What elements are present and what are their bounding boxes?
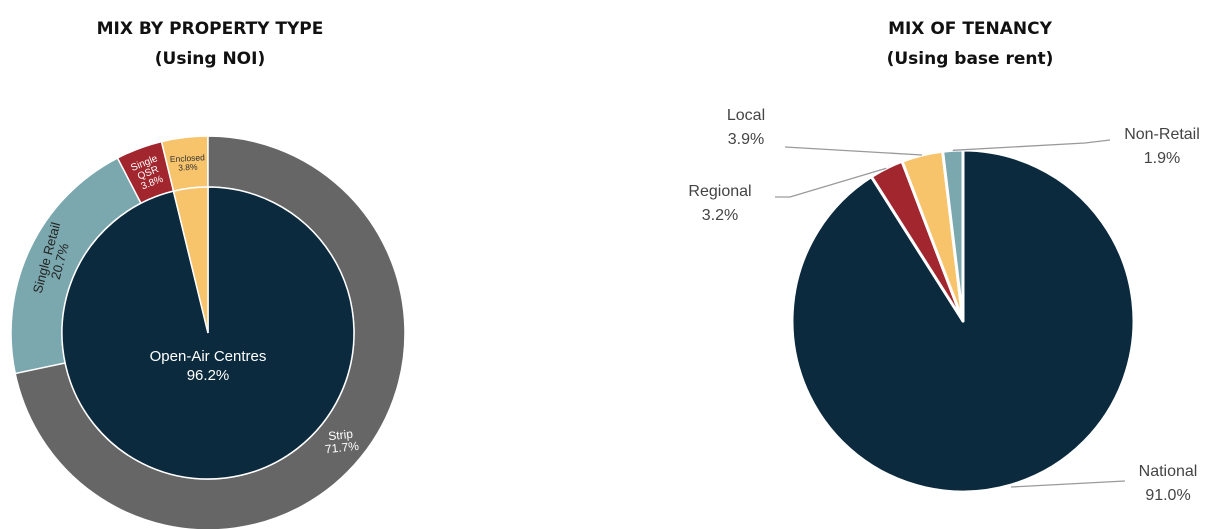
outer-label-line-strip-1: 71.7%	[324, 439, 360, 457]
right-chart-title: MIX OF TENANCY	[888, 19, 1052, 39]
outer-label-line-enclosed-0: Enclosed	[170, 152, 206, 164]
leader-line-regional	[775, 167, 887, 198]
pie-label-value-national: 91.0%	[1145, 487, 1190, 504]
leader-line-non-retail	[952, 139, 1111, 151]
left-chart-title: MIX BY PROPERTY TYPE	[96, 19, 324, 39]
inner-label-open-air-text: Open-Air Centres	[150, 348, 267, 365]
pie-slice-national	[790, 148, 1136, 494]
inner-slice-enclosed	[172, 186, 209, 334]
outer-label-enclosed: Enclosed3.8%	[170, 152, 206, 173]
pie-label-name-local: Local	[727, 107, 765, 124]
pie-label-name-regional: Regional	[688, 183, 751, 200]
pie-label-name-national: National	[1139, 463, 1198, 480]
pie-label-local: Local 3.9%	[727, 107, 765, 148]
pie-label-non-retail: Non-Retail 1.9%	[1124, 126, 1200, 167]
inner-label-open-air-centres: Open-Air Centres 96.2%	[150, 348, 267, 384]
leader-line-national	[1010, 480, 1126, 488]
pie-label-value-local: 3.9%	[728, 131, 764, 148]
outer-label-text-strip: Strip71.7%	[323, 426, 360, 456]
left-chart-title-block: MIX BY PROPERTY TYPE (Using NOI)	[20, 14, 400, 74]
left-chart-subtitle: (Using NOI)	[154, 49, 266, 69]
outer-label-text-enclosed: Enclosed3.8%	[170, 152, 206, 173]
right-chart-subtitle: (Using base rent)	[886, 49, 1054, 69]
pie-label-national: National 91.0%	[1139, 463, 1198, 504]
leader-line-local	[784, 146, 923, 156]
outer-label-line-strip-0: Strip	[328, 427, 354, 444]
pie-label-value-non-retail: 1.9%	[1144, 150, 1180, 167]
outer-label-line-enclosed-1: 3.8%	[178, 162, 198, 173]
pie-label-regional: Regional 3.2%	[688, 183, 751, 224]
outer-label-strip: Strip71.7%	[323, 426, 360, 457]
pie-label-name-non-retail: Non-Retail	[1124, 126, 1200, 143]
pie-label-value-regional: 3.2%	[702, 207, 738, 224]
right-chart-title-block: MIX OF TENANCY (Using base rent)	[780, 14, 1160, 74]
inner-label-open-air-value: 96.2%	[187, 367, 230, 384]
